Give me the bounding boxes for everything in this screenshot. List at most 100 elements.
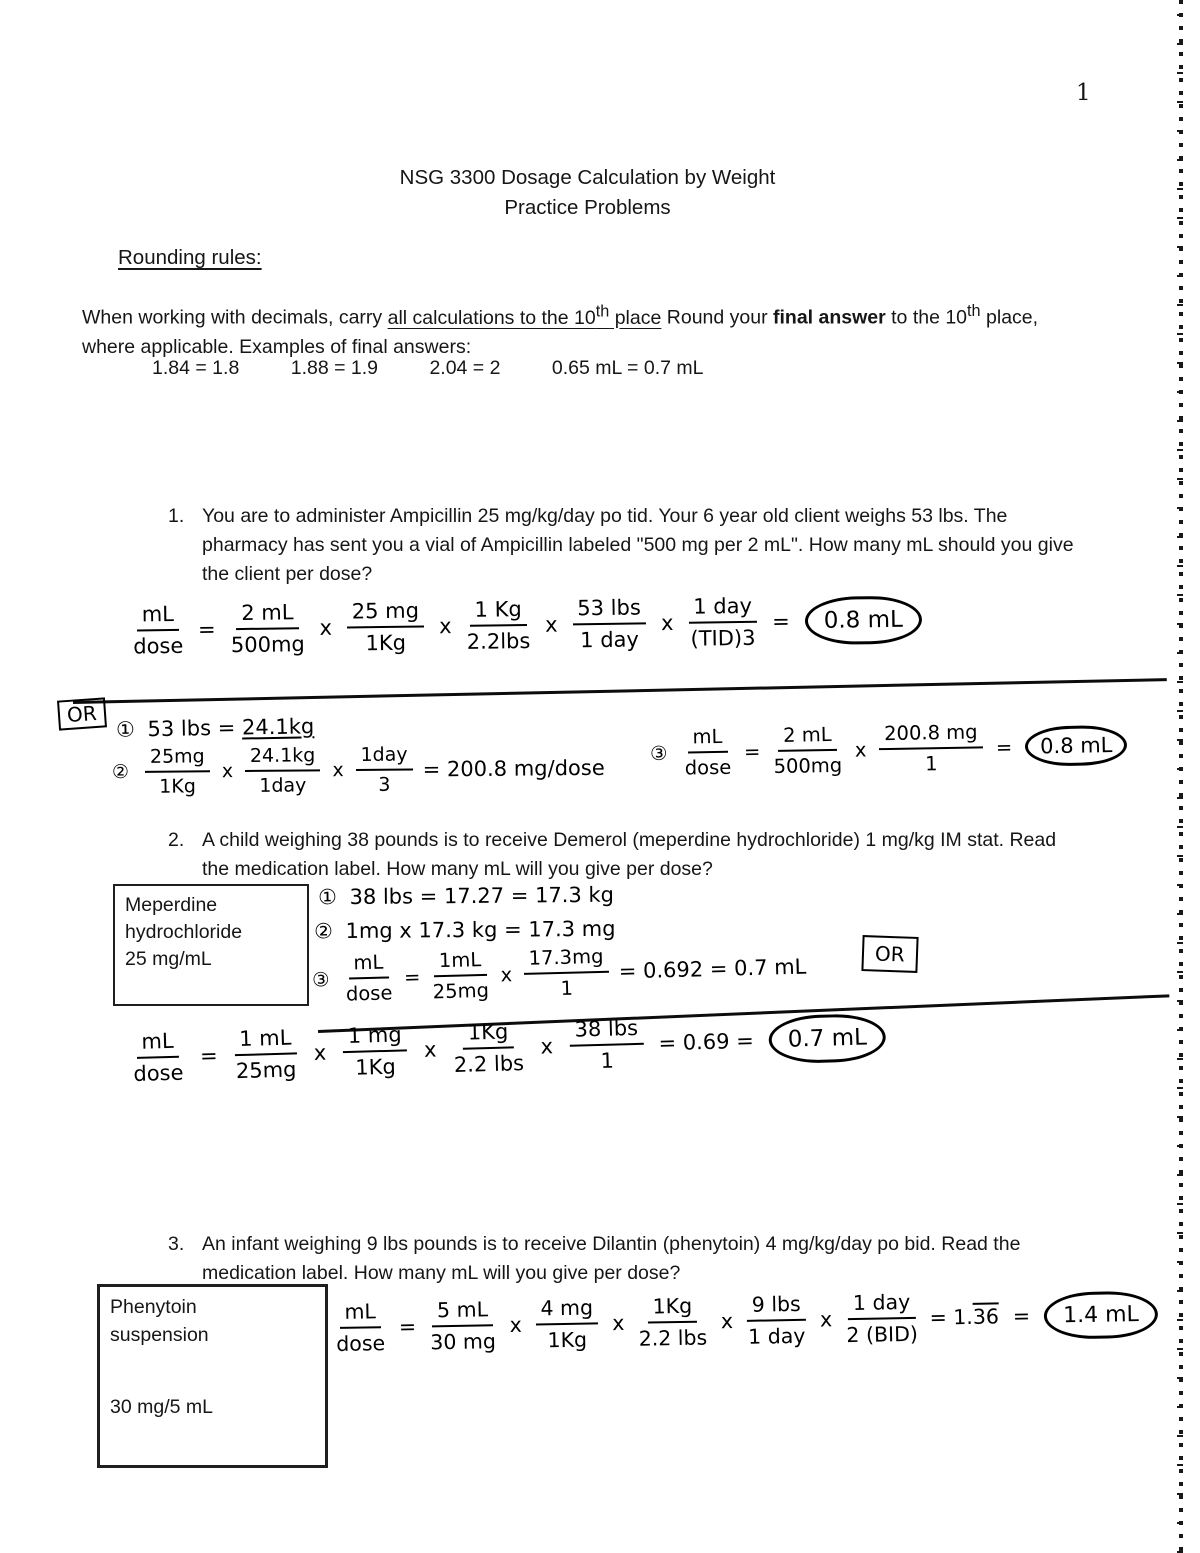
label-line: suspension [110,1324,209,1346]
fraction-denominator: (TID)3 [690,625,756,651]
fraction-denominator: 25mg [432,978,490,1004]
times-sign: x [819,1307,833,1332]
page-title: NSG 3300 Dosage Calculation by Weight [399,166,776,189]
fraction-numerator: 1mL [433,947,487,978]
fraction: 25mg 1Kg [144,745,210,798]
page-subtitle: Practice Problems [504,196,671,219]
fraction: 17.3mg 1 [523,944,609,1001]
fraction-denominator: 2.2lbs [466,628,531,654]
page-number: 1 [1076,80,1091,106]
fraction-numerator: 25mg [144,745,210,773]
step-marker: ③ [649,741,668,765]
fraction-denominator: 25mg [235,1057,297,1084]
fraction-numerator: 1 day [847,1289,916,1321]
step-text: 1mg x 17.3 kg = 17.3 mg [345,916,616,944]
step-result: = 200.8 mg/dose [422,755,605,782]
fraction-numerator: 1 day [688,593,758,624]
text-segment: place [609,306,662,329]
fraction: 9 lbs 1 day [746,1291,807,1349]
fraction-denominator: 2.2 lbs [638,1325,708,1351]
medication-label-box-phenytoin: Phenytoin suspension 30 mg/5 mL [97,1284,328,1468]
p2-step-3: ③ mL dose = 1mL 25mg x 17.3mg 1 = 0.692 = 0… [311,940,807,1007]
intermediate-result: = 0.69 = [658,1028,755,1056]
fraction-denominator: 1Kg [547,1327,588,1353]
underlined-value: 24.1kg [241,714,315,740]
equals-sign: = [771,609,790,634]
step-text: 53 lbs = [147,715,236,742]
equals-sign: = [403,965,421,989]
fraction-denominator: 1 [560,976,574,1000]
times-sign: x [720,1309,734,1334]
document-title-block: NSG 3300 Dosage Calculation by Weight Pr… [0,163,1175,223]
fraction-denominator: 500mg [773,753,843,779]
p1-main-equation: mL dose = 2 mL 500mg x 25 mg 1Kg x 1 Kg 2.2l… [133,591,923,659]
medication-label-box-meperdine: Meperdine hydrochloride 25 mg/mL [113,884,309,1006]
fraction-numerator: 24.1kg [244,744,321,772]
step-marker: ③ [311,967,330,991]
ordinal-superscript: th [967,302,981,320]
intermediate-result: = 1.36 [929,1304,999,1329]
fraction-numerator: mL [348,950,389,980]
p2-step-1: ① 38 lbs = 17.27 = 17.3 kg [318,883,614,910]
fraction-numerator: 2 mL [236,600,299,631]
times-sign: x [544,612,558,637]
fraction: 1 day (TID)3 [688,593,758,651]
fraction-denominator: 2.2 lbs [453,1051,525,1078]
text-segment: When working with decimals, carry [82,306,388,329]
fraction-numerator: 1day [355,743,413,772]
text-segment: = 1. [929,1304,974,1330]
rounding-example: 2.04 = 2 [429,357,501,379]
rounding-example: 1.88 = 1.9 [290,357,379,379]
bold-phrase: final answer [773,306,886,329]
fraction-numerator: 1 mL [233,1025,297,1057]
fraction: 5 mL 30 mg [430,1297,496,1354]
fraction-numerator: 1Kg [647,1293,698,1324]
fraction: 1 mg 1Kg [342,1022,408,1080]
fraction-denominator: 1Kg [365,630,407,656]
circled-answer: 0.8 mL [1024,724,1128,767]
problem-3: 3. An infant weighing 9 lbs pounds is to… [168,1230,1098,1288]
fraction-denominator: 1 day [580,627,640,653]
fraction-denominator: 1Kg [354,1054,397,1080]
fraction-numerator: 5 mL [431,1297,494,1328]
equals-sign: = [743,739,761,764]
fraction: 1 Kg 2.2lbs [466,597,531,654]
fraction-numerator: 17.3mg [523,944,609,975]
fraction-denominator: dose [684,755,732,780]
times-sign: x [313,1040,327,1065]
fraction-denominator: 3 [378,773,391,796]
label-line: Meperdine [125,894,218,916]
fraction-denominator: 2 (BID) [846,1321,919,1348]
label-line: 25 mg/mL [125,948,212,970]
problem-2-number: 2. [168,829,185,851]
text-segment: Round your [661,306,773,329]
times-sign: x [423,1037,437,1062]
fraction-denominator: 1 [924,752,938,776]
fraction-numerator: 1 Kg [469,597,527,627]
fraction: 53 lbs 1 day [572,595,647,653]
equals-sign: = [398,1314,417,1339]
times-sign: x [221,760,234,783]
step-marker: ① [115,717,136,742]
fraction-numerator: 4 mg [535,1295,599,1326]
times-sign: x [509,1312,522,1337]
fraction: 2 mL 500mg [230,600,305,657]
times-sign: x [438,614,452,639]
step-text: 38 lbs = 17.27 = 17.3 kg [349,882,615,910]
times-sign: x [540,1034,554,1059]
times-sign: x [660,610,674,636]
handwritten-divider-line [73,678,1167,704]
equals-sign: = [995,735,1013,759]
fraction-numerator: mL [136,601,180,632]
fraction-numerator: mL [339,1299,382,1329]
problem-3-number: 3. [168,1233,185,1255]
problem-1: 1. You are to administer Ampicillin 25 m… [168,502,1080,589]
rounding-examples-row: 1.84 = 1.8 1.88 = 1.9 2.04 = 2 0.65 mL =… [152,357,749,380]
fraction: 1 mL 25mg [233,1025,298,1084]
fraction: 24.1kg 1day [244,744,321,797]
problem-2-text: A child weighing 38 pounds is to receive… [202,829,1057,880]
fraction-denominator: 500mg [230,632,305,658]
problem-1-number: 1. [168,505,185,527]
fraction-numerator: 200.8 mg [878,720,983,751]
or-box: OR [57,697,107,731]
